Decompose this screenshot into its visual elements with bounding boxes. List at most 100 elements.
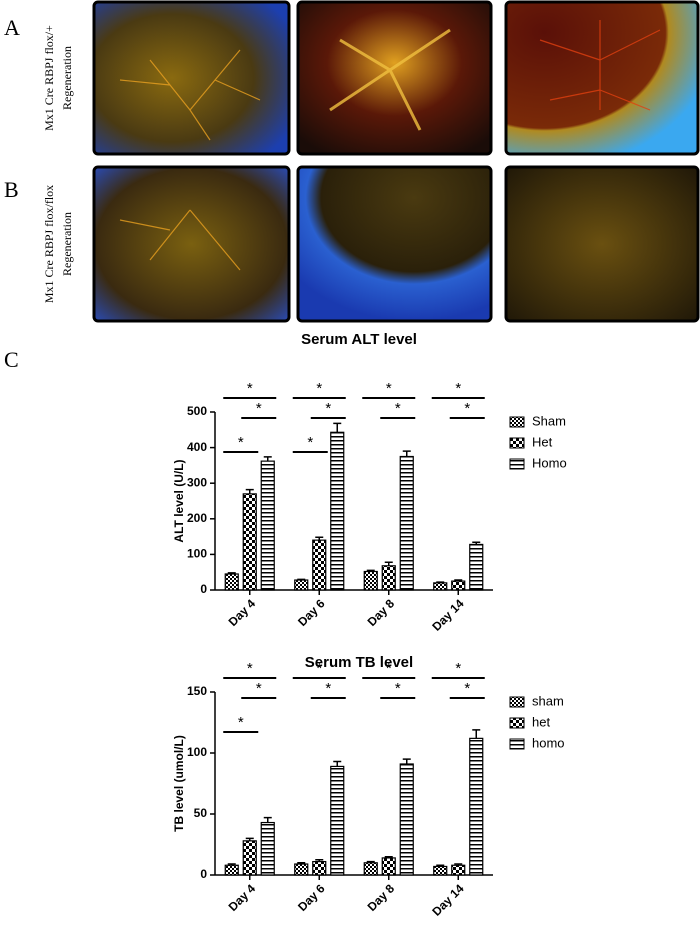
- error-bar: [402, 758, 411, 764]
- x-tick-label: Day 8: [365, 881, 398, 914]
- panel-label: C: [4, 347, 19, 372]
- y-tick-label: 50: [194, 806, 208, 820]
- y-tick-label: 0: [200, 867, 207, 881]
- legend-swatch: [509, 738, 525, 750]
- bar: [399, 763, 414, 876]
- panel-label: A: [4, 15, 20, 40]
- bar: [451, 580, 466, 591]
- panel-label: B: [4, 177, 19, 202]
- photo: [296, 165, 493, 323]
- legend-label: Sham: [532, 413, 566, 428]
- bar: [312, 539, 327, 591]
- bar: [330, 431, 345, 591]
- error-bar: [384, 561, 393, 566]
- bar: [312, 860, 327, 876]
- error-bar: [333, 760, 342, 767]
- bar: [469, 737, 484, 876]
- bar: [260, 821, 275, 876]
- photos: [92, 0, 700, 323]
- chart-title: Serum ALT level: [301, 331, 417, 348]
- legend-label: homo: [532, 735, 565, 750]
- bar: [294, 579, 309, 591]
- bar: [451, 864, 466, 876]
- row-label: Mx1 Cre RBPJ flox/+: [42, 25, 56, 131]
- x-tick-label: Day 8: [365, 596, 398, 629]
- bar: [433, 865, 448, 876]
- bar: [242, 840, 257, 876]
- legend-swatch: [509, 437, 525, 449]
- significance-label: *: [316, 380, 322, 397]
- vessels: [119, 20, 661, 271]
- error-bar: [402, 450, 411, 457]
- significance-label: *: [386, 660, 392, 677]
- y-axis-label: TB level (umol/L): [172, 735, 186, 832]
- error-bar: [263, 816, 272, 823]
- vessel: [539, 20, 661, 111]
- error-bar: [315, 859, 324, 862]
- significance-label: *: [316, 660, 322, 677]
- significance-label: *: [256, 400, 262, 417]
- error-bar: [472, 541, 481, 545]
- bar: [381, 857, 396, 876]
- significance-label: *: [395, 680, 401, 697]
- significance-label: *: [238, 714, 244, 731]
- error-bar: [297, 578, 306, 581]
- significance-label: *: [325, 680, 331, 697]
- y-tick-label: 150: [187, 684, 207, 698]
- error-bar: [245, 837, 254, 841]
- y-tick-label: 200: [187, 511, 207, 525]
- bar: [469, 543, 484, 591]
- bar: [363, 570, 378, 591]
- significance-label: *: [307, 434, 313, 451]
- error-bar: [245, 488, 254, 494]
- significance-label: *: [256, 680, 262, 697]
- x-tick-label: Day 4: [226, 881, 259, 914]
- bar: [224, 864, 239, 876]
- photo: [504, 0, 700, 156]
- bar: [330, 765, 345, 876]
- significance-label: *: [455, 660, 461, 677]
- bar: [294, 863, 309, 876]
- legend-swatch: [509, 696, 525, 708]
- x-tick-label: Day 6: [295, 596, 328, 629]
- legend-swatch: [509, 717, 525, 729]
- y-tick-label: 300: [187, 475, 207, 489]
- bar: [363, 862, 378, 876]
- error-bar: [227, 572, 236, 574]
- significance-label: *: [247, 380, 253, 397]
- vessel: [119, 49, 261, 141]
- legend-swatch: [509, 458, 525, 470]
- error-bar: [333, 422, 342, 433]
- y-tick-label: 0: [200, 582, 207, 596]
- legend-label: Homo: [532, 455, 567, 470]
- photo: [92, 0, 291, 156]
- x-tick-label: Day 14: [429, 596, 466, 633]
- significance-label: *: [395, 400, 401, 417]
- significance-label: *: [464, 680, 470, 697]
- vessel: [119, 209, 241, 271]
- bar: [242, 493, 257, 591]
- y-tick-label: 400: [187, 440, 207, 454]
- significance-label: *: [325, 400, 331, 417]
- error-bar: [227, 863, 236, 866]
- significance-label: *: [247, 660, 253, 677]
- significance-label: *: [238, 434, 244, 451]
- photo: [92, 165, 291, 323]
- legend-label: het: [532, 714, 550, 729]
- row-label: Regeneration: [60, 46, 74, 110]
- x-tick-label: Day 6: [295, 881, 328, 914]
- legend-label: sham: [532, 693, 564, 708]
- error-bar: [454, 863, 463, 866]
- significance-label: *: [464, 400, 470, 417]
- error-bar: [384, 855, 393, 858]
- error-bar: [472, 729, 481, 739]
- significance-label: *: [455, 380, 461, 397]
- row-label: Regeneration: [60, 212, 74, 276]
- photo: [504, 165, 700, 323]
- error-bar: [454, 579, 463, 582]
- bar: [433, 582, 448, 591]
- row-label: Mx1 Cre RBPJ flox/flox: [42, 185, 56, 303]
- error-bar: [315, 536, 324, 541]
